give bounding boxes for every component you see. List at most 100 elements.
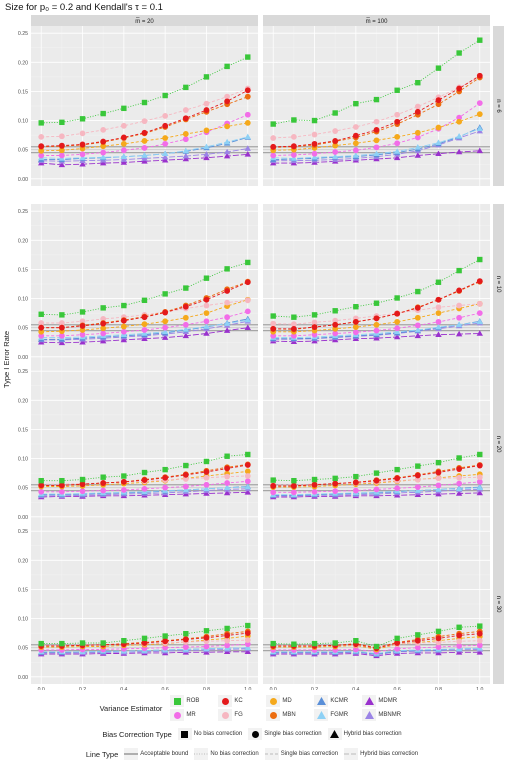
legend-bias-title: Bias Correction Type — [102, 729, 172, 739]
point-rob — [224, 453, 230, 459]
point-rob — [373, 470, 380, 476]
series-line-mbn — [41, 96, 248, 148]
point-mr — [332, 330, 339, 337]
series-line-kc — [273, 280, 480, 330]
series-line-fg — [41, 88, 248, 138]
point-mbnmr — [244, 145, 251, 151]
point-mbnmr — [161, 153, 169, 160]
point-md — [435, 124, 442, 131]
point-kc — [311, 324, 318, 330]
series-line-fgmr — [41, 486, 248, 495]
point-fgmr — [476, 484, 483, 490]
point-kc — [270, 325, 277, 332]
point-mdmr — [223, 489, 231, 496]
point-mdmr — [435, 150, 442, 157]
point-kc — [456, 632, 463, 639]
point-fgmr — [414, 487, 422, 493]
point-rob — [100, 474, 106, 480]
point-mdmr — [203, 154, 210, 161]
point-mdmr — [120, 336, 128, 343]
row-strip-label: n = 30 — [495, 596, 501, 614]
point-rob — [311, 640, 318, 647]
point-rob — [332, 640, 338, 646]
point-fg — [373, 118, 380, 125]
series-line-kc — [273, 465, 480, 487]
point-kc — [79, 481, 86, 488]
point-fgmr — [455, 485, 463, 492]
point-kc — [311, 481, 318, 488]
x-tick-label: 1.0 — [476, 687, 483, 690]
legend-line-single: Single bias correction — [264, 748, 338, 760]
point-rob — [311, 476, 318, 483]
series-line-fg — [41, 475, 248, 485]
point-mr — [476, 100, 483, 106]
point-kc — [414, 108, 421, 115]
point-rob — [394, 635, 400, 642]
point-mdmr — [373, 334, 380, 341]
point-rob — [270, 477, 276, 483]
point-rob — [477, 623, 483, 629]
point-rob — [183, 462, 189, 469]
point-mdmr — [182, 155, 190, 162]
point-mr — [311, 331, 318, 338]
point-fgmr — [203, 485, 210, 492]
point-rob — [394, 466, 400, 473]
series-line-fgmr — [41, 136, 248, 159]
point-rob — [162, 633, 168, 639]
point-mr — [270, 332, 277, 339]
point-fgmr — [331, 153, 339, 159]
point-rob — [435, 459, 442, 466]
legend-line-none: No bias correction — [194, 748, 259, 760]
row-strip — [493, 204, 504, 364]
legend-key-md — [266, 695, 281, 707]
legend-label-mbnmr: MBNMR — [378, 712, 402, 718]
point-mdmr — [120, 159, 128, 165]
point-fgmr — [455, 321, 463, 328]
point-rob — [353, 637, 359, 644]
point-rob — [415, 80, 421, 86]
point-kc — [332, 138, 339, 144]
y-tick-label: 0.05 — [18, 326, 28, 332]
point-fg — [182, 476, 189, 482]
point-mr — [244, 111, 251, 118]
legend-bias-none: No bias correction — [177, 728, 242, 740]
point-mr — [435, 482, 442, 489]
point-fg — [476, 637, 483, 644]
point-fg — [141, 118, 148, 125]
point-rob — [79, 476, 86, 483]
point-kc — [332, 480, 339, 487]
point-mr — [203, 318, 210, 325]
point-mr — [352, 147, 359, 154]
point-kc — [290, 143, 297, 150]
point-rob — [353, 304, 359, 310]
point-fg — [456, 302, 463, 309]
point-kc — [476, 278, 483, 284]
point-fgmr — [203, 143, 210, 150]
point-kc — [476, 630, 483, 637]
y-tick-label: 0.10 — [18, 457, 28, 463]
point-fgmr — [223, 484, 231, 490]
series-line-fgmr — [41, 319, 248, 339]
legend-variance-title: Variance Estimator — [99, 703, 163, 713]
series-line-mdmr — [273, 651, 480, 657]
series-line-md — [273, 473, 480, 488]
point-rob — [224, 266, 230, 272]
point-mr — [373, 327, 380, 334]
point-fg — [244, 473, 251, 479]
point-mdmr — [79, 338, 86, 345]
series-line-mbnmr — [273, 130, 480, 162]
row-strip-label: n = 10 — [495, 276, 501, 294]
point-kc — [244, 462, 251, 468]
point-mr — [100, 149, 107, 156]
point-fg — [244, 297, 251, 304]
legend-label-fg: FG — [234, 712, 243, 718]
point-fg — [435, 304, 442, 311]
point-rob — [203, 458, 210, 465]
legend-label-md: MD — [282, 698, 292, 704]
point-rob — [162, 291, 168, 297]
point-mdmr — [455, 330, 463, 337]
point-kc — [79, 323, 86, 329]
point-rob — [373, 96, 380, 103]
point-rob — [203, 628, 210, 634]
point-fgmr — [435, 323, 442, 330]
